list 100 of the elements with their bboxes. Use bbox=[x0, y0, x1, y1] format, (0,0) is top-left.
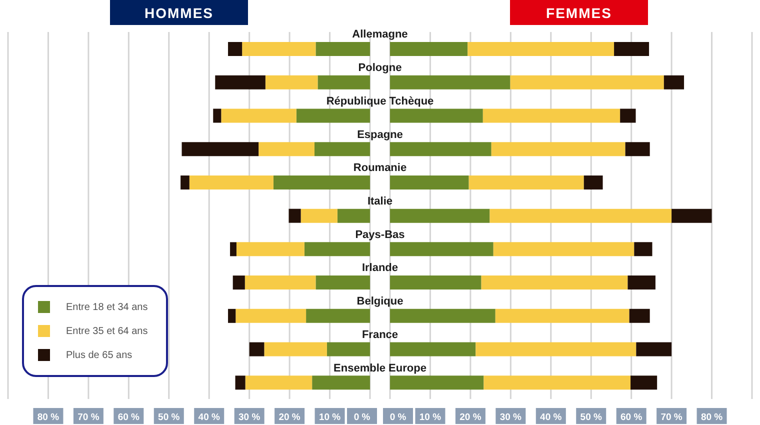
bar bbox=[390, 175, 469, 190]
x-tick-label: 10 % bbox=[419, 412, 442, 423]
y-tick-label: Italie bbox=[367, 196, 393, 208]
x-tick-label: 60 % bbox=[118, 412, 140, 423]
bar bbox=[390, 376, 484, 390]
bar bbox=[476, 342, 636, 356]
bar bbox=[304, 242, 370, 256]
bar bbox=[614, 42, 650, 56]
x-tick-label: 10 % bbox=[318, 412, 342, 423]
bar bbox=[312, 376, 370, 390]
x-tick-label: 60 % bbox=[620, 412, 643, 423]
bar bbox=[629, 308, 650, 323]
x-tick-label: 20 % bbox=[460, 412, 482, 423]
bar bbox=[493, 242, 634, 256]
legend-label: Entre 35 et 64 ans bbox=[66, 326, 148, 336]
bar bbox=[316, 276, 370, 290]
bar bbox=[620, 108, 636, 123]
bar bbox=[288, 208, 301, 223]
bar bbox=[318, 75, 370, 90]
bar bbox=[326, 342, 370, 356]
bar bbox=[390, 276, 482, 290]
bar bbox=[232, 276, 245, 290]
bar bbox=[316, 42, 370, 56]
bar bbox=[468, 175, 584, 190]
bar bbox=[390, 308, 496, 323]
y-tick-label: Roumanie bbox=[353, 162, 407, 174]
y-tick-label: Espagne bbox=[357, 128, 403, 141]
bar bbox=[264, 342, 327, 356]
chart-title: HOMMES bbox=[110, 0, 248, 25]
bar bbox=[468, 42, 614, 56]
bar bbox=[628, 276, 656, 290]
bar bbox=[584, 175, 603, 190]
bar bbox=[273, 175, 370, 190]
x-tick-label: 0 % bbox=[390, 412, 407, 423]
bar bbox=[235, 376, 246, 390]
bar bbox=[245, 376, 312, 390]
bar bbox=[495, 308, 630, 323]
chart-title: FEMMES bbox=[510, 0, 648, 25]
legend-label: Entre 18 et 34 ans bbox=[66, 302, 148, 312]
x-tick-label: 40 % bbox=[540, 412, 562, 423]
y-tick-label: France bbox=[362, 328, 398, 341]
bar bbox=[314, 142, 370, 156]
bar bbox=[215, 75, 266, 90]
bar bbox=[296, 108, 370, 123]
bar bbox=[337, 208, 370, 223]
bar bbox=[510, 75, 664, 90]
bar bbox=[230, 242, 236, 256]
bar bbox=[390, 75, 510, 90]
y-tick-label: Ensemble Europe bbox=[334, 362, 426, 374]
bar bbox=[482, 108, 620, 123]
x-tick-label: 80 % bbox=[700, 412, 724, 423]
bar bbox=[300, 208, 338, 223]
bar bbox=[390, 42, 468, 56]
bar bbox=[390, 208, 490, 223]
bar bbox=[249, 342, 264, 356]
bar bbox=[636, 342, 672, 356]
y-tick-label: Pays-Bas bbox=[355, 228, 405, 241]
bar bbox=[672, 208, 712, 223]
legend-label: Plus de 65 ans bbox=[66, 350, 132, 360]
bar bbox=[490, 208, 672, 223]
bar bbox=[390, 242, 494, 256]
bar bbox=[182, 142, 259, 156]
y-tick-label: Pologne bbox=[358, 62, 402, 74]
x-tick-label: 40 % bbox=[198, 412, 220, 423]
bar bbox=[306, 308, 370, 323]
bar bbox=[491, 142, 626, 156]
bar bbox=[236, 308, 306, 323]
bar bbox=[634, 242, 652, 256]
bar bbox=[390, 342, 476, 356]
x-tick-label: 30 % bbox=[500, 412, 522, 423]
bar bbox=[213, 108, 222, 123]
bar bbox=[390, 108, 483, 123]
x-tick-label: 30 % bbox=[238, 412, 261, 423]
bar bbox=[244, 276, 316, 290]
x-tick-label: 80 % bbox=[37, 412, 60, 423]
y-tick-label: République Tchèque bbox=[326, 95, 434, 108]
x-tick-label: 50 % bbox=[580, 412, 602, 423]
x-tick-label: 70 % bbox=[660, 412, 683, 423]
x-tick-label: 50 % bbox=[158, 412, 180, 423]
bar bbox=[625, 142, 650, 156]
y-tick-label: Irlande bbox=[362, 262, 398, 274]
x-tick-label: 70 % bbox=[78, 412, 100, 423]
y-tick-label: Allemagne bbox=[352, 28, 408, 41]
bar bbox=[180, 175, 190, 190]
bar bbox=[481, 276, 628, 290]
bar bbox=[189, 175, 274, 190]
bar bbox=[228, 308, 236, 323]
bar bbox=[265, 75, 318, 90]
bar bbox=[390, 142, 492, 156]
x-tick-label: 0 % bbox=[354, 412, 371, 423]
bar bbox=[228, 42, 242, 56]
x-tick-label: 20 % bbox=[278, 412, 301, 423]
y-tick-label: Belgique bbox=[356, 296, 404, 308]
bar bbox=[484, 376, 631, 390]
bar bbox=[664, 75, 684, 90]
bar bbox=[236, 242, 304, 256]
bar bbox=[242, 42, 316, 56]
bar bbox=[221, 108, 296, 123]
bar bbox=[258, 142, 314, 156]
bar bbox=[630, 376, 658, 390]
